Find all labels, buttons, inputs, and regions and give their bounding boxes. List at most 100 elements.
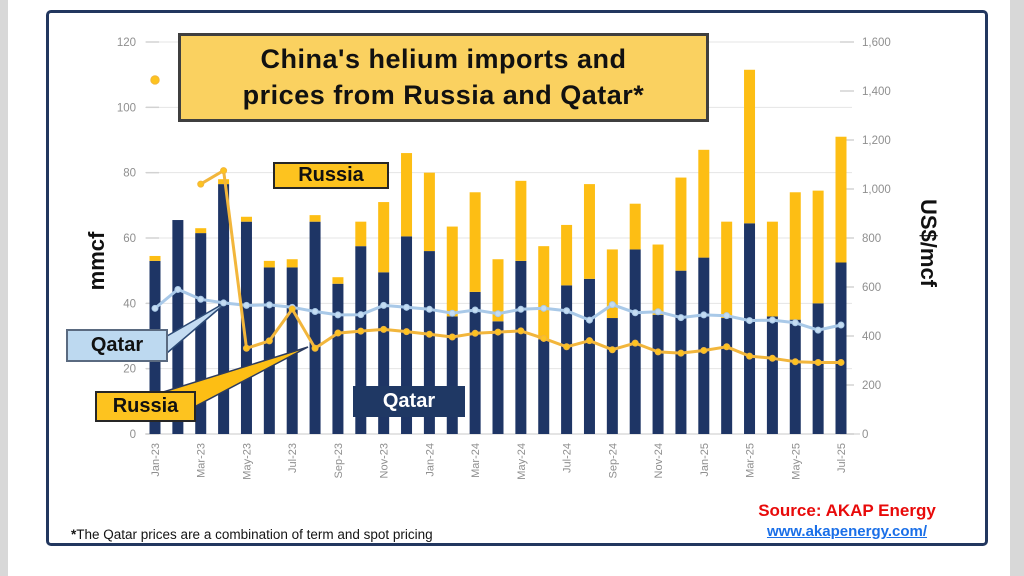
x-axis-tick-label: Nov-24: [653, 443, 665, 478]
russia-import-bar: [721, 221, 733, 319]
qatar-import-bar: [355, 246, 367, 434]
russia-import-bar: [355, 221, 367, 247]
russia-import-bar: [378, 202, 390, 273]
russia-price-line-point: [242, 344, 250, 352]
source-credit: Source: AKAP Energy: [758, 501, 936, 520]
russia-price-line-point: [608, 346, 616, 354]
russia-price-line-point: [563, 343, 571, 351]
qatar-import-bar: [446, 316, 458, 434]
left-axis-title: mmcf: [84, 231, 109, 291]
right-axis-tick-label: 0: [862, 429, 868, 441]
qatar-import-bar: [561, 285, 573, 434]
qatar-import-bar: [583, 278, 595, 434]
qatar-price-line-point: [357, 311, 365, 319]
russia-import-bar: [332, 277, 344, 284]
qatar-price-line-point: [403, 303, 411, 311]
russia-bars-label: Russia: [273, 162, 389, 189]
russia-import-bar: [149, 255, 161, 261]
russia-price-line-point: [768, 354, 776, 362]
russia-import-bar: [561, 224, 573, 286]
russia-price-line-point: [311, 344, 319, 352]
russia-import-bar: [195, 228, 207, 234]
qatar-import-bar: [721, 318, 733, 434]
qatar-import-bar: [332, 283, 344, 434]
qatar-price-line-point: [585, 316, 593, 324]
russia-price-line-point: [357, 327, 365, 335]
qatar-price-line-point: [494, 310, 502, 318]
russia-price-line-point: [471, 329, 479, 337]
qatar-import-bar: [218, 184, 230, 434]
russia-price-line-point: [403, 328, 411, 336]
x-axis-tick-label: May-23: [241, 443, 253, 480]
footnote-asterisk: *: [71, 527, 77, 542]
qatar-price-line-point: [654, 308, 662, 316]
left-axis-tick-label: 100: [117, 102, 136, 114]
qatar-price-line-point: [517, 305, 525, 313]
right-axis-tick-label: 600: [862, 282, 881, 294]
chart-title-line1: China's helium imports and: [260, 44, 627, 75]
qatar-import-bar: [812, 303, 824, 434]
x-axis-tick-label: Sep-24: [607, 443, 619, 478]
right-gray-margin: [1010, 0, 1024, 576]
russia-price-line-point: [197, 180, 205, 188]
russia-import-bar: [812, 190, 824, 304]
russia-price-line-label: Russia: [95, 391, 196, 422]
russia-price-line-point: [585, 337, 593, 345]
qatar-price-line-point: [814, 326, 822, 334]
russia-import-bar: [675, 177, 687, 271]
russia-import-bar: [286, 259, 298, 268]
russia-import-bar: [538, 246, 550, 340]
source-url-link[interactable]: www.akapenergy.com/: [766, 523, 928, 540]
russia-price-line-point: [631, 339, 639, 347]
left-gray-margin: [0, 0, 8, 576]
qatar-price-line-point: [174, 285, 182, 293]
x-axis-tick-label: Mar-24: [470, 443, 482, 478]
left-axis-tick-label: 80: [123, 168, 136, 180]
right-axis-tick-label: 400: [862, 331, 881, 343]
russia-import-bar: [698, 149, 710, 258]
qatar-import-bar: [538, 339, 550, 434]
qatar-bars-label: Qatar: [353, 386, 465, 417]
x-axis-tick-label: Jul-25: [836, 443, 848, 473]
right-axis-tick-label: 1,000: [862, 184, 891, 196]
right-axis-tick-label: 1,400: [862, 86, 891, 98]
qatar-price-line-point: [220, 299, 228, 307]
qatar-price-line-point: [197, 295, 205, 303]
qatar-import-bar: [286, 267, 298, 434]
russia-import-bar: [240, 216, 252, 222]
russia-price-line-point: [517, 327, 525, 335]
x-axis-tick-label: Jul-24: [562, 443, 574, 473]
qatar-import-bar: [698, 257, 710, 434]
russia-price-line-point: [677, 349, 685, 357]
left-axis-tick-label: 40: [123, 298, 136, 310]
qatar-import-bar: [378, 272, 390, 434]
russia-import-bar: [446, 226, 458, 317]
qatar-price-line-point: [540, 304, 548, 312]
right-axis-title: US$/mcf: [916, 198, 941, 288]
x-axis-tick-label: Mar-25: [745, 443, 757, 478]
qatar-price-line-point: [837, 321, 845, 329]
qatar-import-bar: [240, 221, 252, 434]
qatar-price-line-point: [425, 305, 433, 313]
russia-price-line-point: [425, 330, 433, 338]
qatar-price-line-point: [563, 307, 571, 315]
qatar-price-line-point: [471, 306, 479, 314]
qatar-price-line-point: [791, 319, 799, 327]
qatar-import-bar: [469, 291, 481, 434]
qatar-import-bar: [492, 321, 504, 434]
qatar-import-bar: [263, 267, 275, 434]
x-axis-tick-label: May-25: [790, 443, 802, 480]
qatar-price-line-point: [151, 304, 159, 312]
russia-import-bar: [423, 172, 435, 252]
russia-import-bar: [744, 69, 756, 224]
qatar-price-line-point: [265, 301, 273, 309]
russia-price-line-point: [265, 337, 273, 345]
russia-price-line-point: [494, 328, 502, 336]
qatar-import-bar: [195, 233, 207, 434]
russia-price-line-point: [334, 329, 342, 337]
russia-price-line-point: [700, 346, 708, 354]
qatar-price-line-point: [677, 314, 685, 322]
right-axis-tick-label: 800: [862, 233, 881, 245]
russia-price-line-point: [380, 325, 388, 333]
